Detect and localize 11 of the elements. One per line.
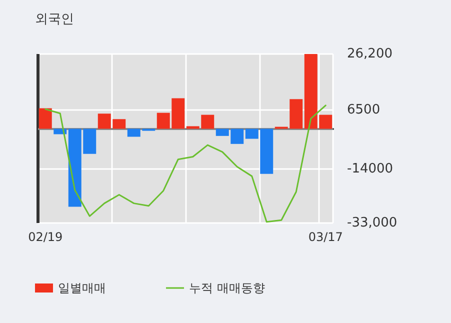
y-tick-label: -33,000 [347,216,398,230]
y-tick-label: 6500 [347,102,380,118]
legend-label: 누적 매매동향 [189,281,265,295]
y-tick-label: 26,200 [347,46,392,62]
chart-title: 외국인 [35,12,74,27]
legend-label: 일별매매 [58,281,106,295]
line-series [44,104,326,223]
x-tick-label: 02/19 [28,230,63,244]
bar [38,108,52,129]
y-tick-label: -14000 [347,161,394,176]
x-tick-label: 03/17 [308,230,343,244]
